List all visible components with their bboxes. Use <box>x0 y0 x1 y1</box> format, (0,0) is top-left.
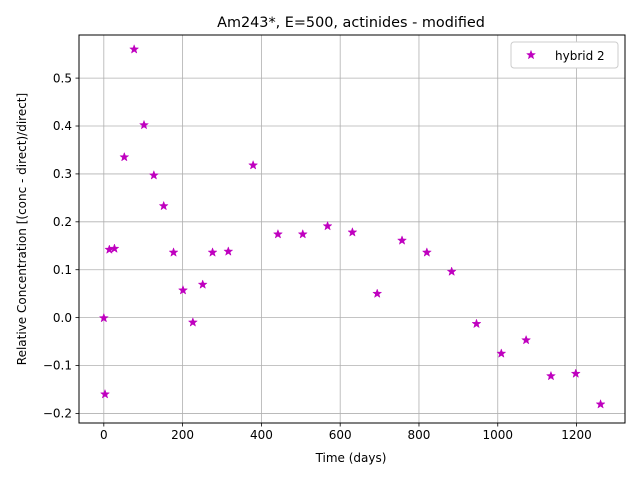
data-point <box>496 348 507 358</box>
data-point <box>347 227 358 237</box>
data-point <box>521 334 532 345</box>
data-point <box>297 228 308 239</box>
y-tick-label: 0.2 <box>53 215 72 229</box>
data-point <box>148 170 159 180</box>
x-axis: 0 200 400 600 800 1000 1200 <box>100 423 592 442</box>
data-point <box>471 318 482 329</box>
data-point <box>177 284 189 295</box>
y-tick-label: 0.4 <box>53 119 72 133</box>
data-point <box>248 159 259 170</box>
y-tick-label: −0.1 <box>43 359 72 373</box>
x-tick-label: 800 <box>408 428 431 442</box>
x-tick-label: 1000 <box>482 428 513 442</box>
data-point <box>372 288 383 298</box>
data-point <box>168 247 179 257</box>
legend-marker-shape <box>525 49 537 60</box>
data-point <box>99 388 111 399</box>
data-point <box>570 368 581 378</box>
plot-frame <box>78 34 626 424</box>
x-axis-label: Time (days) <box>315 451 387 465</box>
data-point <box>545 370 557 381</box>
y-tick-label: −0.2 <box>43 407 72 421</box>
data-point <box>595 398 606 409</box>
x-tick-label: 600 <box>329 428 352 442</box>
data-point <box>207 247 218 257</box>
legend-label: hybrid 2 <box>555 49 605 63</box>
chart-title: Am243*, E=500, actinides - modified <box>217 15 485 31</box>
x-tick-label: 1200 <box>561 428 592 442</box>
data-point <box>272 228 284 239</box>
data-point <box>421 247 432 257</box>
y-tick-label: 0.0 <box>53 311 72 325</box>
legend: hybrid 2 <box>510 41 619 69</box>
data-point <box>223 246 234 256</box>
gridlines <box>79 35 625 423</box>
data-point <box>129 44 140 54</box>
y-tick-label: 0.3 <box>53 167 72 181</box>
x-tick-label: 200 <box>171 428 194 442</box>
data-point <box>396 235 408 245</box>
y-tick-label: 0.5 <box>53 71 72 85</box>
data-point <box>446 266 457 276</box>
data-point <box>109 243 120 253</box>
data-point <box>197 279 208 289</box>
data-series <box>98 44 606 409</box>
y-axis: −0.2 −0.1 0.0 0.1 0.2 0.3 0.4 0.5 <box>43 71 79 421</box>
data-point <box>98 312 109 323</box>
data-point <box>119 151 130 162</box>
data-point <box>322 220 333 231</box>
y-tick-label: 0.1 <box>53 263 72 277</box>
y-axis-label: Relative Concentration [(conc - direct)/… <box>15 93 29 365</box>
x-tick-label: 0 <box>100 428 108 442</box>
data-point <box>138 119 150 130</box>
data-point <box>187 317 198 327</box>
legend-box <box>510 41 619 69</box>
x-tick-label: 400 <box>250 428 273 442</box>
data-point <box>158 200 169 211</box>
legend-marker-star <box>525 49 537 60</box>
